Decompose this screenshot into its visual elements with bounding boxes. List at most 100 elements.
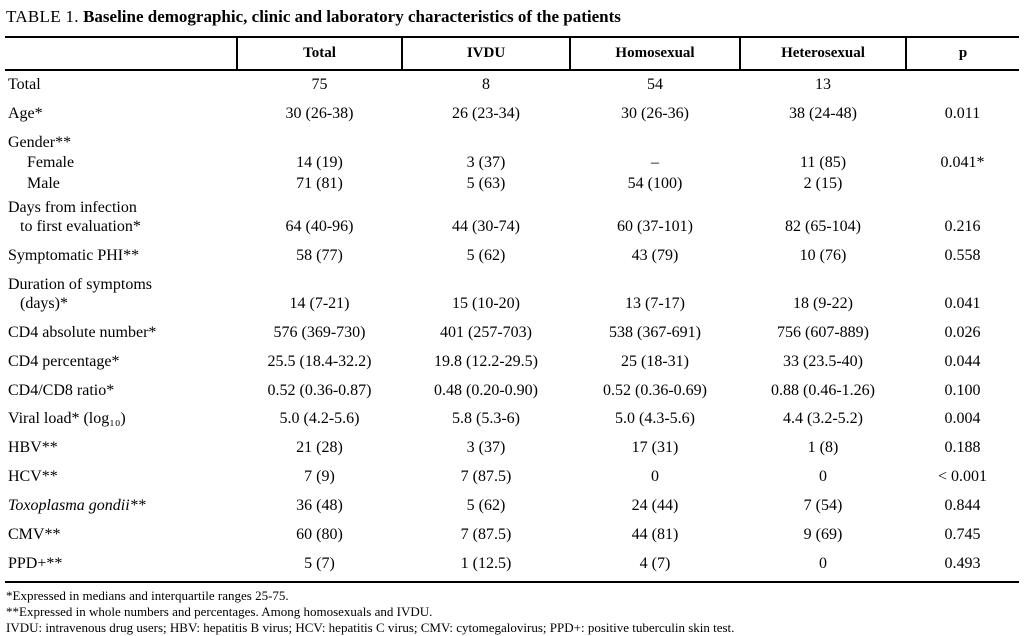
cell-value: 19.8 (12.2-29.5)	[434, 352, 538, 370]
row-label: PPD+**	[5, 549, 237, 583]
cell-value: 30 (26-36)	[621, 104, 689, 122]
table-header: Total IVDU Homosexual Heterosexual p	[5, 36, 1019, 71]
cell-value: 7 (87.5)	[460, 468, 512, 486]
cell-value: 7 (9)	[304, 468, 335, 486]
cell-value	[906, 129, 1019, 153]
cell-value: 44 (81)	[631, 525, 679, 543]
cell-value: 0.026	[944, 323, 981, 341]
header-row: Total IVDU Homosexual Heterosexual p	[5, 36, 1019, 71]
table-row: Symptomatic PHI** 58 (77) 5 (62) 43 (79) 10 …	[5, 242, 1019, 271]
cell-value: 0.88 (0.46-1.26)	[771, 381, 875, 399]
cell-value: 24 (44)	[631, 497, 679, 514]
cell-value: 7 (54)	[803, 497, 843, 514]
cell-value	[402, 129, 570, 153]
cell-value: 25.5 (18.4-32.2)	[267, 352, 372, 370]
cell-value: –	[651, 153, 659, 171]
row-label: CD4 percentage*	[8, 352, 120, 370]
cell-value: 44 (30-74)	[452, 218, 520, 236]
cell-value: 60 (37-101)	[617, 218, 693, 236]
footnote: *Expressed in medians and interquartile …	[6, 587, 289, 603]
cell-value: 21 (28)	[296, 439, 343, 457]
table-row: HCV** 7 (9) 7 (87.5) 0 0 < 0.001	[5, 463, 1019, 492]
cell-value: 0.100	[944, 381, 981, 399]
cell-value: 64 (40-96)	[285, 218, 354, 236]
cell-value: 0.493	[906, 549, 1019, 583]
cell-value	[740, 129, 906, 153]
row-label: Gender**	[8, 133, 72, 151]
cell-value	[570, 129, 740, 153]
table-row: CD4 absolute number* 576 (369-730) 401 (25…	[5, 319, 1019, 348]
cell-value: 7 (87.5)	[460, 525, 512, 543]
cell-value: 58 (77)	[296, 247, 343, 265]
cell-value: 0.216	[944, 218, 981, 236]
cell-value: 1 (8)	[807, 439, 839, 457]
column-header-total: Total	[236, 36, 402, 71]
cell-value: 5 (62)	[466, 247, 506, 265]
cell-value: 4.4 (3.2-5.2)	[783, 410, 863, 428]
cell-value: 43 (79)	[631, 247, 679, 265]
table-title: TABLE 1. Baseline demographic, clinic an…	[5, 4, 1021, 36]
cell-value: 0.188	[944, 439, 981, 457]
cell-value: 8	[482, 76, 490, 93]
table-number: TABLE 1.	[6, 7, 79, 26]
cell-value: 14 (7-21)	[289, 294, 350, 312]
cell-value: 0.044	[944, 352, 981, 370]
cell-value: 756 (607-889)	[777, 323, 869, 341]
row-label: Toxoplasma gondii**	[8, 497, 146, 514]
row-label: CMV**	[8, 525, 61, 543]
row-label: Days from infection to first evaluation*	[8, 199, 141, 236]
cell-value: 0.52 (0.36-0.69)	[603, 381, 707, 399]
cell-value: 36 (48)	[296, 497, 343, 514]
cell-value: 5.8 (5.3-6)	[452, 410, 520, 428]
cell-value: 26 (23-34)	[452, 104, 520, 122]
table-row: Female 14 (19) 3 (37) – 11 (85) 0.041*	[5, 153, 1019, 174]
table-row: Gender**	[5, 129, 1019, 153]
cell-value: 14 (19)	[296, 153, 343, 171]
cell-value: 0.745	[944, 525, 981, 543]
cell-value: 38 (24-48)	[789, 104, 857, 122]
cell-value: 17 (31)	[631, 439, 679, 457]
footnotes: *Expressed in medians and interquartile …	[5, 583, 1021, 636]
row-label: Duration of symptoms (days)*	[8, 276, 152, 312]
table-body: Total 75 8 54 13 Age* 30 (26-38) 26 (23-34) 30 (…	[5, 70, 1019, 583]
table-row: Toxoplasma gondii** 36 (48) 5 (62) 24 (44) 7…	[5, 492, 1019, 521]
cell-value: 54 (100)	[627, 174, 683, 192]
cell-value: 576 (369-730)	[273, 323, 366, 341]
table-row: Male 71 (81) 5 (63) 54 (100) 2 (15)	[5, 174, 1019, 195]
cell-value: 4 (7)	[570, 549, 740, 583]
cell-value: 0.041*	[940, 153, 985, 171]
cell-value: 1 (12.5)	[402, 549, 570, 583]
cell-value: 9 (69)	[803, 525, 843, 543]
row-label: Viral load* (log₁₀)	[8, 410, 126, 428]
cell-value: 401 (257-703)	[440, 323, 532, 341]
cell-value: 13 (7-17)	[625, 294, 685, 312]
column-header-heterosexual: Heterosexual	[739, 36, 906, 71]
row-label: CD4/CD8 ratio*	[8, 381, 115, 399]
cell-value: 538 (367-691)	[609, 323, 701, 341]
cell-value: 3 (37)	[466, 153, 506, 171]
cell-value: 0.52 (0.36-0.87)	[267, 381, 372, 399]
cell-value: 5 (62)	[466, 497, 506, 514]
cell-value: 11 (85)	[799, 153, 847, 171]
cell-value: 33 (23.5-40)	[783, 352, 863, 370]
cell-value	[237, 129, 402, 153]
cell-value: 25 (18-31)	[621, 352, 689, 370]
table-row: Viral load* (log₁₀) 5.0 (4.2-5.6) 5.8 (5.3…	[5, 405, 1019, 434]
column-header-ivdu: IVDU	[401, 36, 570, 71]
table-row: Age* 30 (26-38) 26 (23-34) 30 (26-36) 38 (24…	[5, 100, 1019, 129]
table-row: HBV** 21 (28) 3 (37) 17 (31) 1 (8) 0.188	[5, 434, 1019, 463]
cell-value: 82 (65-104)	[785, 218, 861, 236]
cell-value: 5 (7)	[237, 549, 402, 583]
footnote: **Expressed in whole numbers and percent…	[6, 603, 433, 619]
row-label: CD4 absolute number*	[8, 323, 157, 341]
column-header-empty	[5, 36, 237, 71]
cell-value: 10 (76)	[799, 247, 847, 265]
cell-value: 18 (9-22)	[793, 294, 853, 312]
row-label: Female	[27, 153, 75, 171]
cell-value: 5.0 (4.3-5.6)	[615, 410, 695, 428]
footnote: IVDU: intravenous drug users; HBV: hepat…	[6, 619, 735, 635]
row-label: HBV**	[8, 439, 58, 457]
cell-value: 3 (37)	[466, 439, 506, 457]
cell-value: 0.844	[944, 497, 981, 514]
cell-value: 0	[740, 549, 906, 583]
